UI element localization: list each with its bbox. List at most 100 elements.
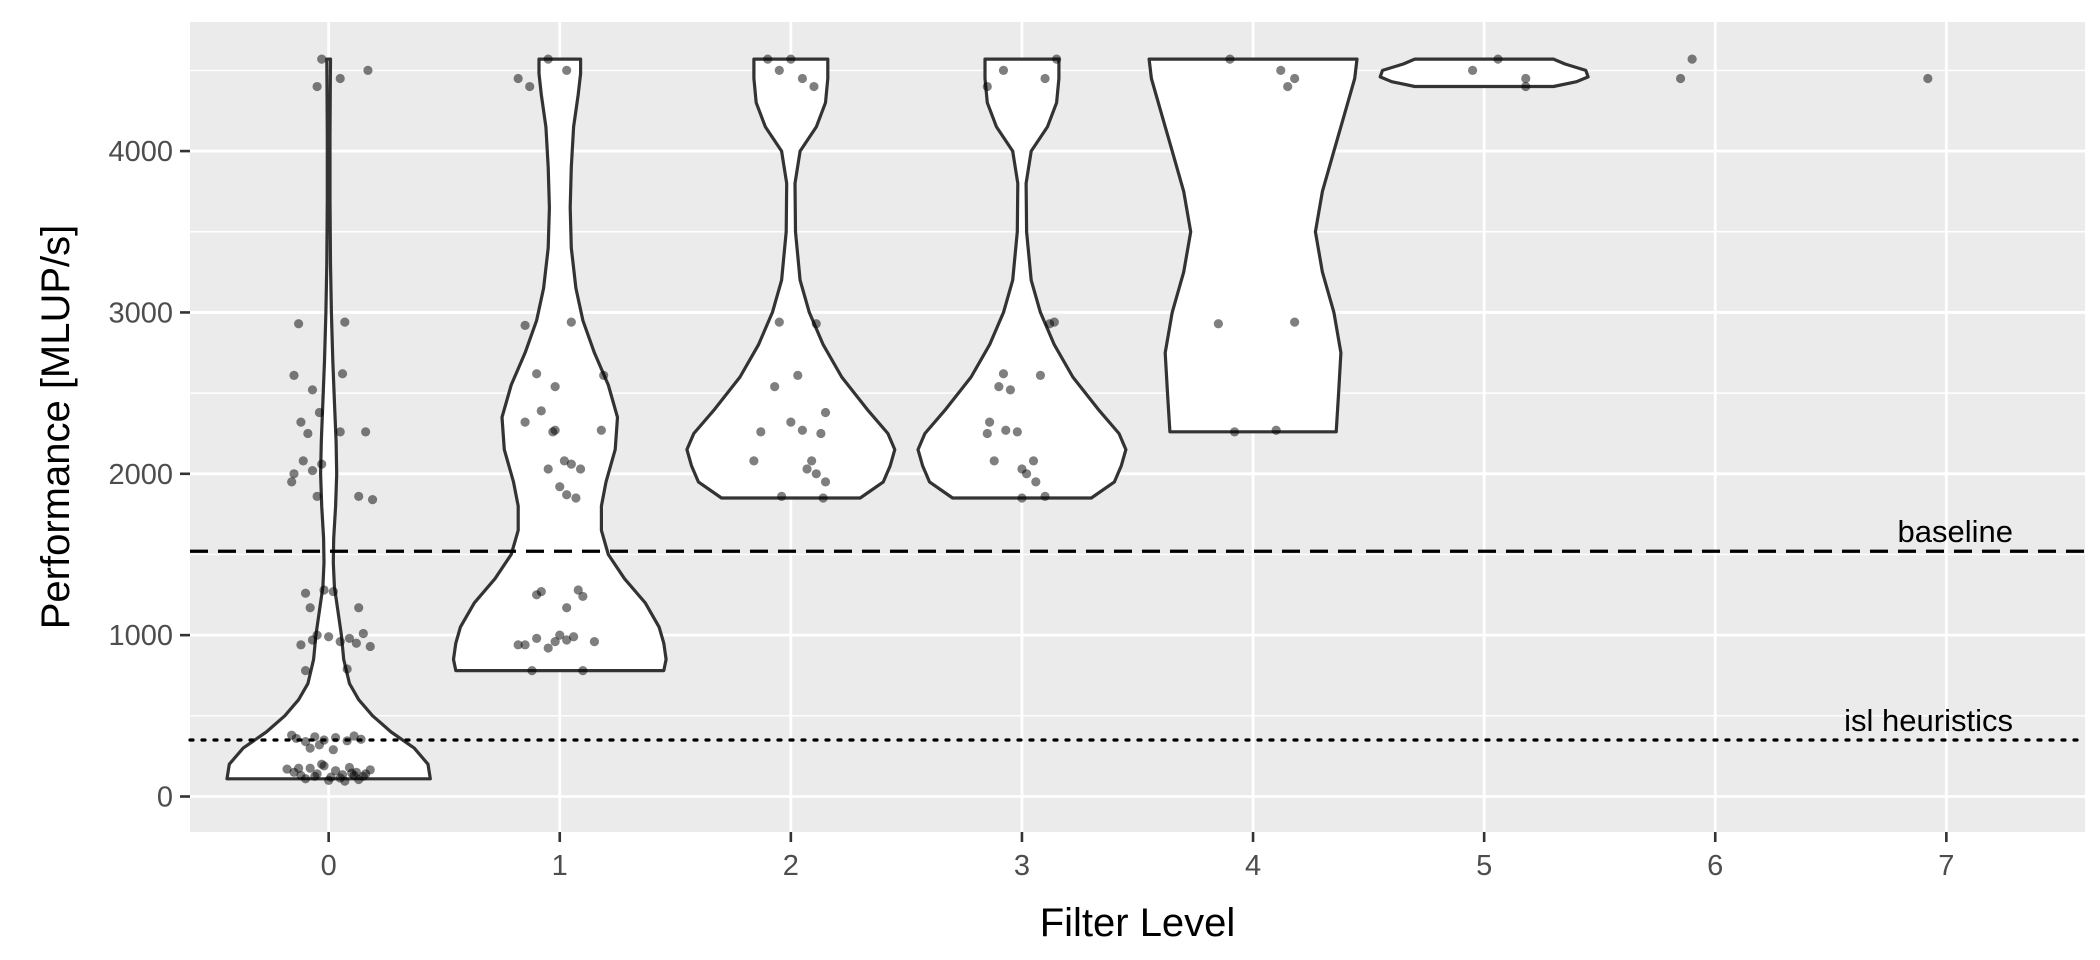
x-tick-label: 5 bbox=[1476, 850, 1492, 882]
data-point bbox=[1213, 319, 1223, 329]
data-point bbox=[305, 743, 315, 753]
data-points bbox=[282, 54, 1933, 786]
data-point bbox=[317, 54, 327, 64]
data-point bbox=[310, 732, 320, 742]
data-point bbox=[356, 734, 366, 744]
data-point bbox=[1923, 73, 1933, 84]
data-point bbox=[555, 630, 565, 640]
data-point bbox=[1035, 370, 1046, 380]
data-point bbox=[797, 73, 808, 84]
y-tick-label: 4000 bbox=[108, 136, 173, 168]
data-point bbox=[312, 81, 322, 92]
data-point bbox=[1271, 425, 1281, 435]
data-point bbox=[1521, 73, 1531, 84]
data-point bbox=[571, 493, 581, 503]
data-point bbox=[361, 427, 371, 437]
data-point bbox=[569, 632, 579, 642]
data-point bbox=[998, 369, 1009, 379]
data-point bbox=[314, 740, 325, 750]
data-point bbox=[543, 643, 553, 653]
data-point bbox=[1052, 54, 1062, 64]
data-point bbox=[820, 407, 831, 418]
data-point bbox=[330, 766, 341, 776]
data-point bbox=[335, 637, 345, 647]
data-point bbox=[809, 81, 819, 92]
data-point bbox=[335, 427, 345, 437]
data-point bbox=[1040, 491, 1050, 501]
data-point bbox=[1276, 65, 1286, 76]
data-point bbox=[294, 763, 304, 773]
data-point bbox=[328, 745, 338, 755]
data-point bbox=[289, 469, 299, 479]
data-point bbox=[543, 54, 553, 64]
data-point bbox=[282, 764, 292, 774]
violin-level-3 bbox=[916, 57, 1128, 500]
data-point bbox=[349, 731, 359, 741]
data-point bbox=[300, 666, 311, 676]
x-axis: 0 1 2 3 4 5 6 7 bbox=[321, 832, 1954, 882]
reference-label-baseline: baseline bbox=[1898, 514, 2013, 549]
data-point bbox=[562, 635, 572, 645]
reference-lines: baseline isl heuristics bbox=[188, 514, 2087, 742]
data-point bbox=[1687, 54, 1697, 64]
data-point bbox=[811, 319, 821, 329]
data-point bbox=[536, 586, 546, 597]
data-point bbox=[566, 459, 576, 469]
data-point bbox=[305, 603, 315, 613]
data-point bbox=[303, 428, 313, 439]
data-point bbox=[786, 417, 796, 427]
y-axis-title: Performance [MLUP/s] bbox=[34, 225, 78, 630]
data-point bbox=[1049, 317, 1059, 327]
data-point bbox=[998, 65, 1009, 76]
data-point bbox=[1021, 469, 1032, 479]
data-point bbox=[520, 417, 530, 427]
data-point bbox=[982, 81, 992, 92]
violin-level-2 bbox=[685, 57, 897, 500]
data-point bbox=[562, 603, 572, 613]
data-point bbox=[559, 456, 569, 466]
data-point bbox=[989, 456, 999, 466]
data-point bbox=[342, 736, 352, 746]
y-axis: 0 1000 2000 3000 4000 bbox=[108, 136, 190, 814]
data-point bbox=[982, 428, 992, 439]
data-point bbox=[550, 637, 560, 647]
data-point bbox=[300, 774, 311, 784]
data-point bbox=[349, 770, 359, 781]
data-point bbox=[1005, 385, 1015, 395]
data-point bbox=[1290, 317, 1300, 327]
data-point bbox=[786, 54, 796, 64]
data-point bbox=[314, 407, 325, 418]
data-point bbox=[344, 633, 355, 643]
data-point bbox=[337, 369, 348, 379]
data-point bbox=[1521, 81, 1531, 92]
minor-gridlines bbox=[190, 69, 2085, 717]
violin-level-0 bbox=[225, 57, 432, 781]
data-point bbox=[520, 320, 530, 330]
data-point bbox=[365, 641, 375, 652]
data-point bbox=[367, 495, 378, 505]
data-point bbox=[818, 493, 828, 503]
violin-level-5 bbox=[1378, 57, 1590, 89]
reference-label-isl-heuristics: isl heuristics bbox=[1844, 703, 2013, 738]
data-point bbox=[340, 317, 350, 327]
data-point bbox=[1675, 73, 1686, 84]
data-point bbox=[1493, 54, 1503, 64]
data-point bbox=[770, 382, 780, 392]
violin-level-1 bbox=[451, 57, 668, 673]
data-point bbox=[307, 385, 318, 395]
x-tick-label: 4 bbox=[1245, 850, 1261, 882]
data-point bbox=[1001, 425, 1011, 435]
data-point bbox=[566, 317, 576, 327]
data-point bbox=[532, 369, 542, 379]
data-point bbox=[317, 459, 327, 469]
data-point bbox=[575, 464, 586, 474]
x-tick-label: 1 bbox=[552, 850, 568, 882]
data-point bbox=[330, 733, 341, 743]
data-point bbox=[1283, 81, 1293, 92]
data-point bbox=[777, 491, 787, 501]
data-point bbox=[811, 469, 821, 479]
data-point bbox=[550, 382, 560, 392]
data-point bbox=[305, 763, 315, 773]
